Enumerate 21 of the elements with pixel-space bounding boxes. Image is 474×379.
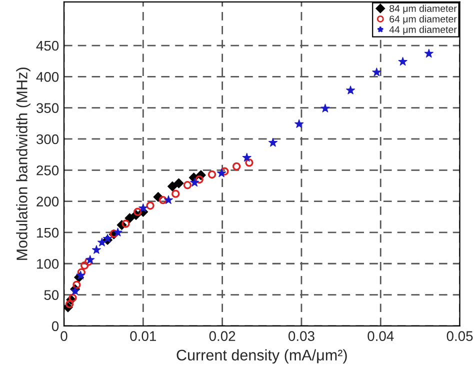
- y-axis-title: Modulation bandwidth (MHz): [16, 68, 30, 260]
- x-tick-label: 0.01: [130, 331, 156, 342]
- y-tick-label: 250: [36, 165, 59, 176]
- y-tick-label: 200: [36, 196, 59, 206]
- x-tick-label: 0: [60, 331, 68, 342]
- legend-label: 64 μm diameter: [390, 15, 457, 24]
- x-tick-label: 0.03: [288, 331, 314, 342]
- y-tick-label: 450: [36, 40, 59, 51]
- y-tick-label: 400: [36, 72, 59, 82]
- x-tick-label: 0.05: [446, 331, 473, 342]
- y-tick-label: 350: [36, 103, 59, 113]
- y-tick-label: 100: [37, 258, 59, 269]
- legend-label: 44 μm diameter: [389, 26, 457, 35]
- x-tick-label: 0.04: [368, 331, 394, 342]
- legend-label: 84 μm diameter: [390, 4, 457, 14]
- y-tick-label: 300: [36, 134, 59, 144]
- y-tick-label: 50: [44, 290, 59, 300]
- x-axis-title: Current density (mA/μm²): [176, 349, 347, 364]
- x-tick-label: 0.02: [209, 331, 236, 342]
- y-tick-label: 0: [52, 321, 59, 332]
- y-tick-label: 150: [37, 228, 59, 238]
